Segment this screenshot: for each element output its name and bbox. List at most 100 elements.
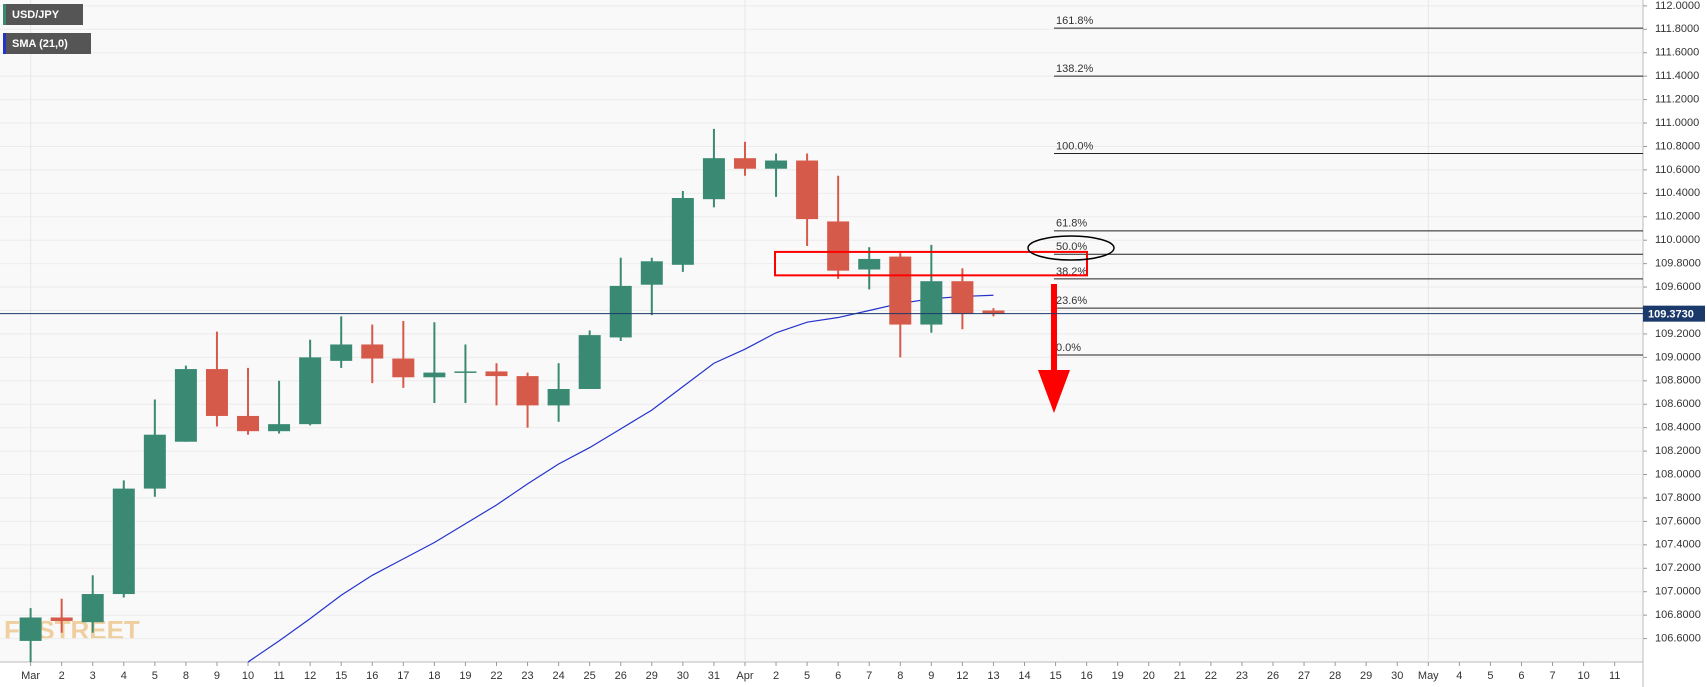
candle-body xyxy=(889,256,912,325)
y-tick-label: 108.0000 xyxy=(1655,468,1701,480)
x-tick-label: 29 xyxy=(1360,670,1372,682)
candle-body xyxy=(392,358,415,378)
fib-label: 138.2% xyxy=(1056,63,1094,75)
x-tick-label: 17 xyxy=(397,670,409,682)
candle-body xyxy=(982,310,1005,315)
candle-body xyxy=(299,357,322,425)
x-tick-label: 19 xyxy=(1112,670,1124,682)
x-tick-label: 5 xyxy=(1487,670,1493,682)
highlight-ellipse xyxy=(1027,235,1115,261)
x-tick-label: 16 xyxy=(1081,670,1093,682)
x-tick-label: 22 xyxy=(490,670,502,682)
y-tick-label: 110.0000 xyxy=(1655,234,1700,246)
x-tick-label: 13 xyxy=(987,670,999,682)
y-tick-label: 108.4000 xyxy=(1655,422,1701,434)
candle-body xyxy=(920,281,943,325)
y-tick-label: 110.4000 xyxy=(1655,187,1700,199)
x-tick-label: 14 xyxy=(1018,670,1030,682)
x-tick-label: Mar xyxy=(21,670,40,682)
x-tick-label: 26 xyxy=(1267,670,1279,682)
x-tick-label: 19 xyxy=(459,670,471,682)
candle-body xyxy=(81,594,104,623)
arrow-head xyxy=(1038,370,1070,413)
candle-body xyxy=(609,285,632,338)
x-tick-label: 28 xyxy=(1329,670,1341,682)
candle-body xyxy=(50,617,73,621)
x-tick-label: 8 xyxy=(897,670,903,682)
candle-body xyxy=(671,198,694,265)
fib-label: 61.8% xyxy=(1056,218,1087,230)
x-tick-label: 12 xyxy=(956,670,968,682)
legend-box xyxy=(3,4,83,25)
candle-body xyxy=(485,371,508,377)
fib-label: 100.0% xyxy=(1056,140,1094,152)
x-tick-label: 6 xyxy=(835,670,841,682)
x-tick-label: Apr xyxy=(736,670,753,682)
x-tick-label: 23 xyxy=(521,670,533,682)
arrow-shaft xyxy=(1051,284,1057,374)
plot-area xyxy=(0,0,1643,662)
x-tick-label: May xyxy=(1418,670,1439,682)
candle-body xyxy=(796,160,819,220)
y-tick-label: 109.6000 xyxy=(1655,281,1701,293)
legend-label: SMA (21,0) xyxy=(12,38,68,50)
x-tick-label: 27 xyxy=(1298,670,1310,682)
x-tick-label: 7 xyxy=(1549,670,1555,682)
y-tick-label: 111.2000 xyxy=(1655,93,1699,105)
x-tick-label: 31 xyxy=(708,670,720,682)
fib-label: 23.6% xyxy=(1056,295,1087,307)
legend-swatch xyxy=(3,33,6,54)
candle-body xyxy=(640,261,663,285)
y-tick-label: 108.6000 xyxy=(1655,398,1701,410)
candle-body xyxy=(268,424,291,432)
x-tick-label: 15 xyxy=(335,670,347,682)
x-tick-label: 3 xyxy=(90,670,96,682)
legend-item: USD/JPY xyxy=(3,4,83,25)
x-tick-label: 4 xyxy=(1456,670,1462,682)
candle-body xyxy=(827,221,850,271)
legend-label: USD/JPY xyxy=(12,9,60,21)
candle-body xyxy=(454,371,477,373)
candle-body xyxy=(174,369,197,442)
fib-label: 161.8% xyxy=(1056,15,1094,27)
candle-body xyxy=(423,372,446,378)
x-tick-label: 21 xyxy=(1174,670,1186,682)
fib-label: 0.0% xyxy=(1056,342,1081,354)
x-tick-label: 25 xyxy=(584,670,596,682)
x-tick-label: 8 xyxy=(183,670,189,682)
x-tick-label: 10 xyxy=(242,670,254,682)
y-tick-label: 109.8000 xyxy=(1655,258,1701,270)
candle-body xyxy=(951,281,974,315)
candle-body xyxy=(547,388,570,406)
legend-swatch xyxy=(3,4,6,25)
y-tick-label: 109.2000 xyxy=(1655,328,1701,340)
x-tick-label: 11 xyxy=(273,670,284,682)
x-tick-label: 2 xyxy=(59,670,65,682)
x-tick-label: 7 xyxy=(866,670,872,682)
x-tick-label: 30 xyxy=(677,670,689,682)
y-tick-label: 112.0000 xyxy=(1655,0,1700,12)
candle-body xyxy=(765,160,788,169)
last-price-label: 109.3730 xyxy=(1648,309,1694,321)
x-tick-label: 11 xyxy=(1609,670,1620,682)
y-tick-label: 107.2000 xyxy=(1655,562,1701,574)
y-tick-label: 107.6000 xyxy=(1655,515,1701,527)
x-tick-label: 5 xyxy=(804,670,810,682)
legend-item: SMA (21,0) xyxy=(3,33,91,54)
y-tick-label: 108.8000 xyxy=(1655,375,1701,387)
candle-body xyxy=(578,335,601,389)
x-tick-label: 18 xyxy=(428,670,440,682)
candle-body xyxy=(112,488,135,595)
x-tick-label: 2 xyxy=(773,670,779,682)
x-tick-label: 5 xyxy=(152,670,158,682)
candle-body xyxy=(733,158,756,169)
x-tick-label: 30 xyxy=(1391,670,1403,682)
x-tick-label: 4 xyxy=(121,670,127,682)
fib-label: 50.0% xyxy=(1056,241,1087,253)
candle-body xyxy=(330,344,353,361)
candle-body xyxy=(143,434,166,489)
sma-line xyxy=(247,294,994,663)
y-tick-label: 107.4000 xyxy=(1655,539,1701,551)
